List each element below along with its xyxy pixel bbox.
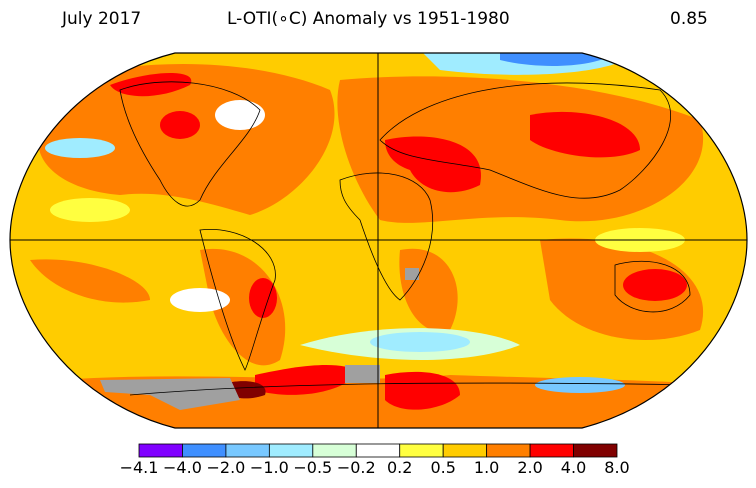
anomaly-region xyxy=(170,288,230,312)
missing-data-region xyxy=(100,378,240,410)
map-title: L-OTI(∘C) Anomaly vs 1951-1980 xyxy=(227,9,510,29)
anomaly-region xyxy=(215,100,265,130)
colorbar-label: −2.0 xyxy=(206,458,246,477)
colorbar-label: −0.5 xyxy=(293,458,333,477)
colorbar-bin xyxy=(138,443,183,458)
anomaly-region xyxy=(110,72,192,97)
colorbar-bin xyxy=(399,443,444,458)
anomaly-region xyxy=(30,259,150,303)
anomaly-region xyxy=(623,269,687,301)
anomaly-region xyxy=(38,63,335,216)
global-mean-value: 0.85 xyxy=(670,9,708,29)
anomaly-region xyxy=(385,371,460,410)
anomaly-region xyxy=(530,111,640,158)
colorbar-label: −0.2 xyxy=(336,458,376,477)
anomaly-region xyxy=(200,248,286,366)
missing-data-region xyxy=(405,268,419,280)
colorbar-label: 8.0 xyxy=(604,458,630,477)
anomaly-region xyxy=(385,136,482,193)
map-boundary xyxy=(9,52,748,429)
colorbar-label: 4.0 xyxy=(560,458,587,477)
colorbar-label: −1.0 xyxy=(249,458,289,477)
anomaly-region xyxy=(160,111,200,139)
missing-data-region xyxy=(345,365,380,383)
colorbar-bin xyxy=(182,443,227,458)
date-label: July 2017 xyxy=(62,9,142,29)
anomaly-region xyxy=(249,278,277,318)
coastlines xyxy=(119,81,701,396)
anomaly-region xyxy=(50,198,130,222)
colorbar-bin xyxy=(355,443,401,458)
colorbar-bin xyxy=(268,443,314,458)
colorbar-label: 0.2 xyxy=(386,458,413,477)
colorbar xyxy=(138,443,618,458)
colorbar-bin xyxy=(486,443,531,458)
colorbar-bin xyxy=(312,443,357,458)
colorbar-bin xyxy=(225,443,270,458)
colorbar-bin xyxy=(573,443,618,458)
colorbar-label: −4.1 xyxy=(119,458,159,477)
colorbar-label: −4.0 xyxy=(163,458,202,477)
colorbar-label: 1.0 xyxy=(473,458,500,477)
colorbar-bin xyxy=(529,443,574,458)
anomaly-region xyxy=(535,377,625,393)
anomaly-field xyxy=(10,53,747,428)
anomaly-region xyxy=(45,138,115,158)
colorbar-label: 2.0 xyxy=(517,458,543,477)
anomaly-region xyxy=(255,364,360,395)
colorbar-label: 0.5 xyxy=(430,458,456,477)
anomaly-region xyxy=(370,332,470,352)
colorbar-bin xyxy=(442,443,488,458)
